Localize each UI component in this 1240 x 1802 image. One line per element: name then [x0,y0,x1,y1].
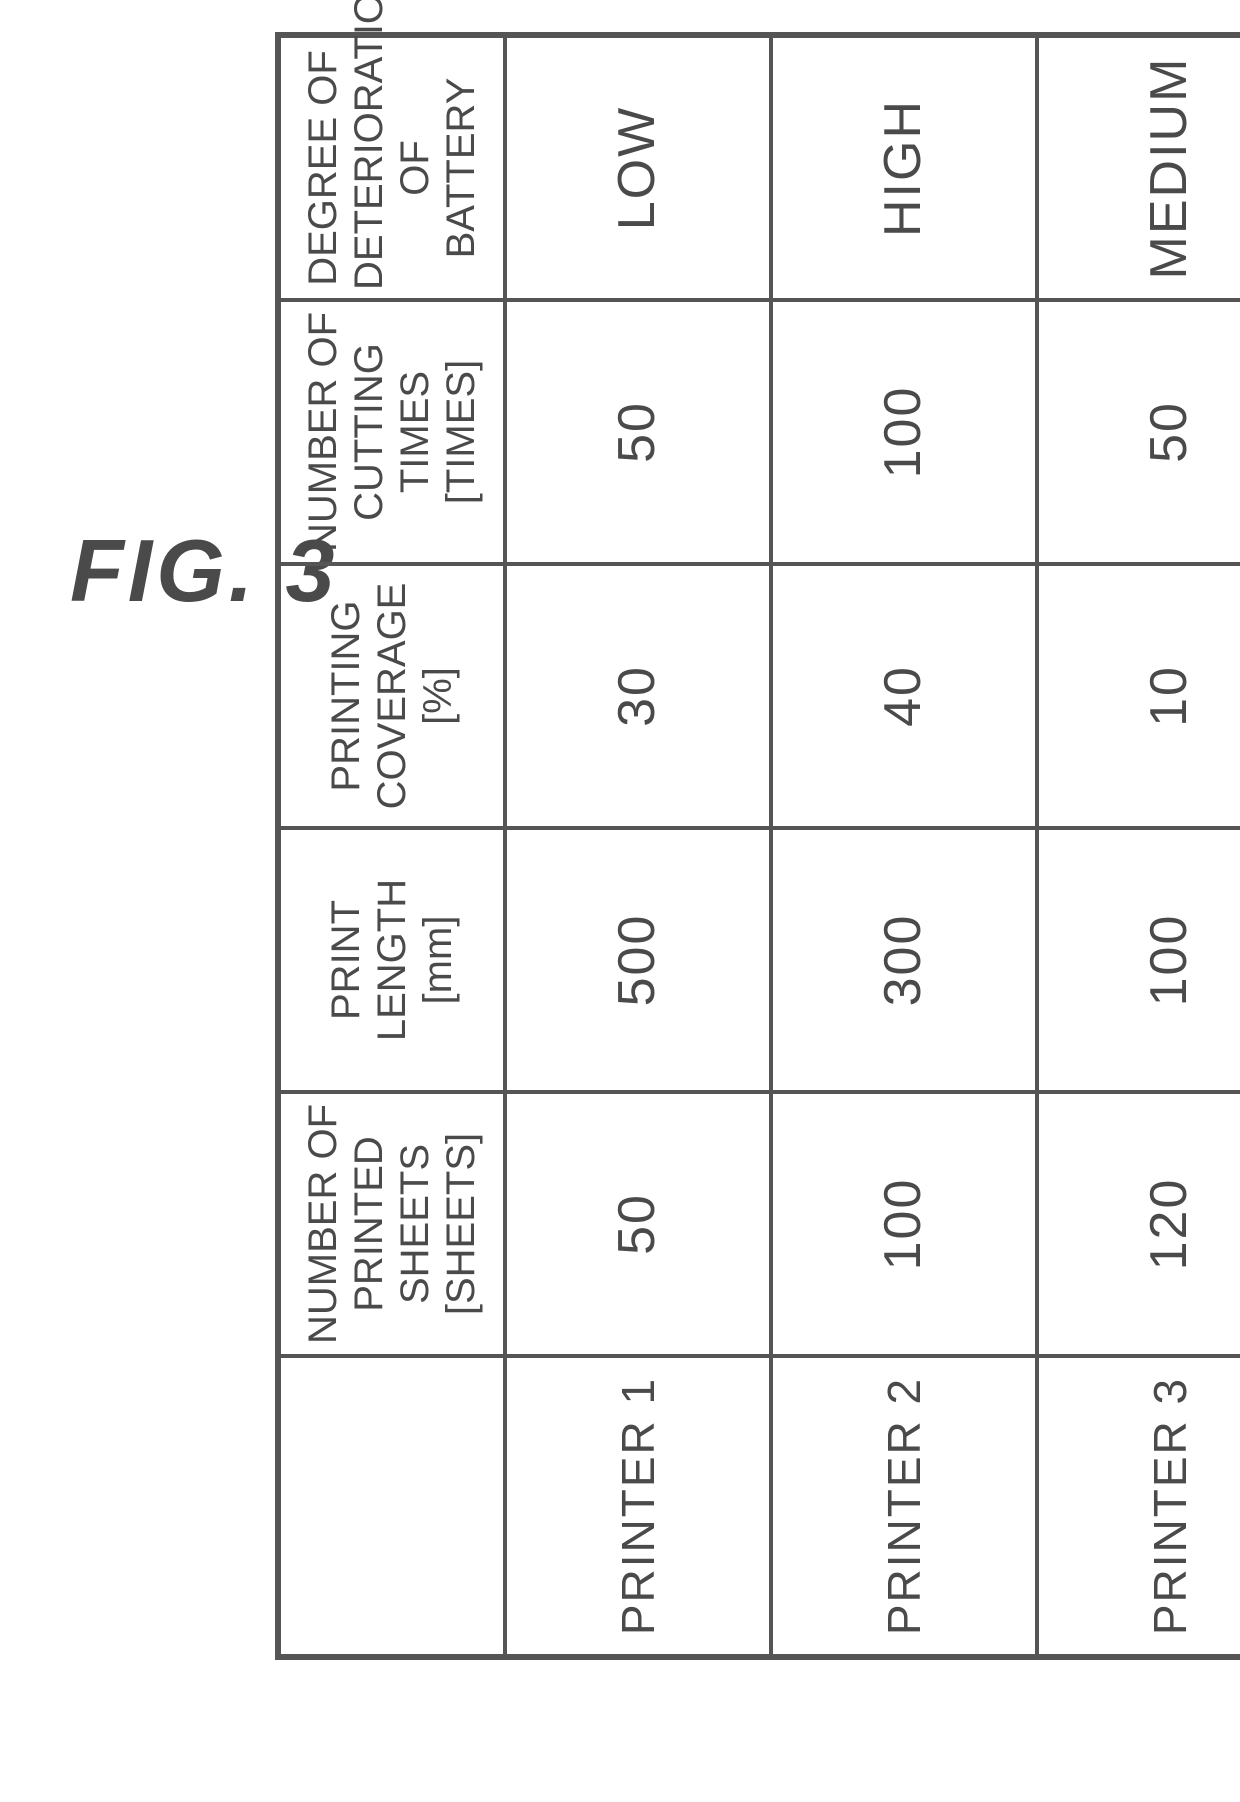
cell-coverage: 10 [1037,564,1240,828]
cell-degradation: MEDIUM [1037,35,1240,300]
cell-degradation: HIGH [771,35,1037,300]
col-blank [278,1356,505,1657]
table-header-row: NUMBER OF PRINTED SHEETS [SHEETS] PRINT … [278,35,505,1657]
cell-length: 300 [771,828,1037,1092]
table-row: PRINTER 2 100 300 40 100 HIGH [771,35,1037,1657]
table-row: PRINTER 1 50 500 30 50 LOW [505,35,771,1657]
col-length: PRINT LENGTH [mm] [278,828,505,1092]
cell-sheets: 50 [505,1092,771,1356]
table-row: PRINTER 3 120 100 10 50 MEDIUM [1037,35,1240,1657]
col-sheets: NUMBER OF PRINTED SHEETS [SHEETS] [278,1092,505,1356]
page: FIG. 3 NUMBER OF PRINTED SHEETS [SHEETS]… [0,0,1240,1802]
printer-table: NUMBER OF PRINTED SHEETS [SHEETS] PRINT … [275,32,1240,1660]
cell-sheets: 100 [771,1092,1037,1356]
cell-length: 100 [1037,828,1240,1092]
cell-coverage: 30 [505,564,771,828]
row-label: PRINTER 2 [771,1356,1037,1657]
cell-cuts: 50 [505,300,771,564]
cell-coverage: 40 [771,564,1037,828]
cell-degradation: LOW [505,35,771,300]
cell-length: 500 [505,828,771,1092]
cell-cuts: 50 [1037,300,1240,564]
cell-sheets: 120 [1037,1092,1240,1356]
row-label: PRINTER 3 [1037,1356,1240,1657]
col-cuts: NUMBER OF CUTTING TIMES [TIMES] [278,300,505,564]
col-degradation: DEGREE OF DETERIORATION OF BATTERY [278,35,505,300]
table-wrapper: NUMBER OF PRINTED SHEETS [SHEETS] PRINT … [275,160,1235,1660]
cell-cuts: 100 [771,300,1037,564]
col-coverage: PRINTING COVERAGE [%] [278,564,505,828]
row-label: PRINTER 1 [505,1356,771,1657]
